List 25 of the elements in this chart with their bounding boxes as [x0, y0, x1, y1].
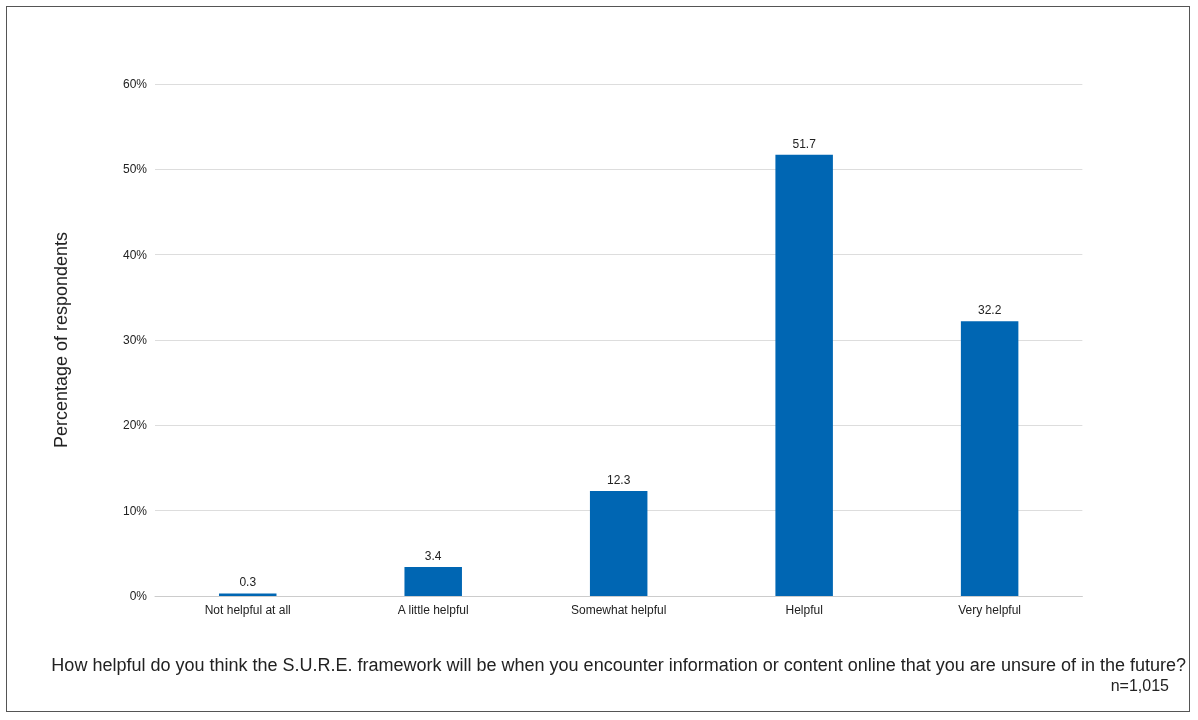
- bar: [960, 321, 1019, 596]
- x-tick-label: Not helpful at all: [204, 603, 291, 617]
- bar: [404, 566, 462, 596]
- y-tick-label: 0%: [129, 589, 148, 603]
- bar: [218, 593, 277, 596]
- x-axis-title: How helpful do you think the S.U.R.E. framework will be when you encounter information or content online that you are unsure of in the future?: [51, 655, 1186, 675]
- text: n=1,015: [1110, 676, 1170, 694]
- data-label: 0.3: [239, 575, 257, 590]
- y-tick-label: 60%: [122, 77, 148, 91]
- y-tick-label: 10%: [122, 503, 148, 518]
- data-label: 32.2: [977, 303, 1002, 318]
- x-tick-label: Somewhat helpful: [570, 603, 667, 617]
- data-label: 51.7: [792, 136, 817, 151]
- data-label: 12.3: [607, 473, 631, 488]
- data-label: 3.4: [424, 548, 442, 563]
- bar: [775, 154, 833, 596]
- x-tick-label: Very helpful: [958, 603, 1021, 617]
- x-tick-label: A little helpful: [397, 603, 469, 617]
- x-tick-label: Helpful: [785, 603, 823, 617]
- y-tick-label: 30%: [122, 333, 148, 347]
- y-tick-label: 50%: [122, 162, 148, 177]
- y-tick-label: 20%: [122, 418, 148, 433]
- y-tick-label: 40%: [122, 247, 148, 262]
- bar: [589, 491, 648, 596]
- y-axis-title: Percentage of respondents: [51, 231, 71, 449]
